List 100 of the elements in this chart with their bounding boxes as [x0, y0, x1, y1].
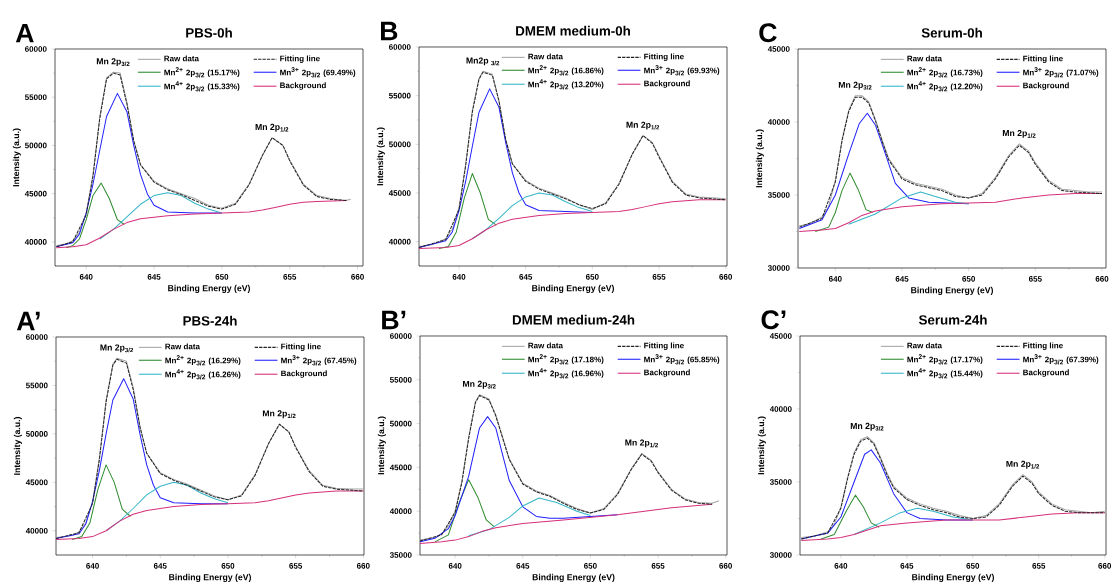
y-tick-label: 55000 — [388, 92, 411, 99]
y-tick-label: 30000 — [769, 552, 792, 558]
y-axis-title: Intensity (a.u.) — [757, 416, 766, 475]
annotation: Mn 2p$_{3/2}$ — [838, 81, 872, 90]
y-tick-label: 55000 — [25, 382, 48, 389]
legend-label: Background — [644, 369, 690, 377]
x-axis-title: Binding Energy (eV) — [911, 286, 993, 295]
legend-label: Background — [1023, 82, 1069, 90]
chart-title: Serum-0h — [921, 27, 982, 38]
y-tick-label: 40000 — [25, 527, 48, 534]
y-tick-label: 40000 — [769, 406, 792, 412]
y-tick-label: 50000 — [25, 431, 48, 437]
y-tick-label: 40000 — [388, 238, 411, 245]
y-tick-label: 45000 — [25, 479, 48, 486]
x-tick-label: 660 — [1098, 563, 1112, 569]
x-tick-label: 640 — [834, 563, 848, 569]
y-tick-label: 35000 — [389, 552, 412, 558]
legend-label: Fitting line — [1023, 55, 1063, 63]
legend-label: Fitting line — [281, 343, 321, 351]
x-tick-label: 660 — [351, 274, 364, 280]
x-tick-label: 645 — [153, 563, 167, 569]
annotation: Mn 2p$_{1/2}$ — [626, 121, 660, 130]
y-axis-title: Intensity (a.u.) — [376, 127, 385, 186]
legend-label: Background — [281, 370, 327, 378]
y-tick-label: 45000 — [389, 464, 412, 471]
legend-label: Raw data — [907, 55, 942, 62]
line-series — [798, 193, 1103, 232]
x-tick-label: 640 — [452, 274, 466, 280]
x-axis-title: Binding Energy (eV) — [532, 573, 615, 582]
y-tick-label: 30000 — [767, 265, 790, 271]
annotation: Mn 2p$_{3/2}$ — [96, 58, 130, 67]
line-series — [814, 172, 874, 232]
y-tick-label: 35000 — [769, 479, 792, 485]
annotation: Mn 2p$_{3/2}$ — [850, 422, 884, 431]
line-series — [434, 479, 495, 543]
y-tick-label: 40000 — [24, 239, 47, 245]
x-tick-label: 650 — [221, 563, 235, 569]
y-tick-label: 55000 — [389, 376, 412, 383]
x-tick-label: 650 — [962, 276, 976, 282]
y-tick-label: 60000 — [25, 46, 47, 52]
legend-label: Raw data — [528, 53, 563, 60]
x-tick-label: 650 — [585, 274, 599, 280]
y-tick-label: 50000 — [389, 420, 412, 427]
x-tick-label: 655 — [651, 563, 665, 569]
y-tick-label: 45000 — [767, 46, 790, 52]
legend-label: Mn$^{3+}$ 2p$_{3/2}$ (69.93%) — [644, 65, 720, 76]
y-tick-label: 40000 — [389, 508, 412, 515]
legend-label: Raw data — [165, 343, 200, 350]
x-tick-label: 645 — [900, 563, 914, 569]
y-axis-title: Intensity (a.u.) — [755, 129, 764, 188]
x-axis-title: Binding Energy (eV) — [532, 284, 614, 293]
legend-label: Mn$^{3+}$ 2p$_{3/2}$ (67.45%) — [281, 355, 357, 366]
y-tick-label: 60000 — [26, 334, 48, 340]
text: C — [759, 23, 777, 43]
chart-title: DMEM medium-0h — [516, 25, 630, 36]
legend-label: Mn$^{3+}$ 2p$_{3/2}$ (71.07%) — [1023, 67, 1099, 78]
text: A — [15, 23, 34, 43]
legend-label: Background — [280, 82, 326, 90]
x-axis-title: Binding Energy (eV) — [169, 573, 251, 582]
y-axis-title: Intensity (a.u.) — [13, 417, 22, 475]
annotation: Mn 2p$_{3/2}$ — [100, 344, 134, 353]
x-axis-title: Binding Energy (eV) — [168, 284, 250, 293]
annotation: Mn 2p$_{1/2}$ — [625, 439, 658, 448]
text: A’ — [16, 311, 40, 331]
annotation: Mn 2p$_{1/2}$ — [1006, 460, 1040, 469]
x-axis-title: Binding Energy (eV) — [912, 573, 994, 582]
legend-label: Mn$^{4+}$ 2p$_{3/2}$ (15.33%) — [164, 81, 240, 92]
legend-label: Fitting line — [644, 53, 684, 61]
legend-label: Mn$^{4+}$ 2p$_{3/2}$ (16.26%) — [165, 369, 241, 380]
legend-label: Mn$^{4+}$ 2p$_{3/2}$ (13.20%) — [528, 79, 604, 90]
annotation: Mn 2p$_{1/2}$ — [262, 410, 296, 419]
y-tick-label: 50000 — [388, 141, 411, 148]
legend-label: Mn$^{2+}$ 2p$_{3/2}$ (16.86%) — [528, 65, 604, 76]
x-tick-label: 645 — [516, 563, 530, 569]
annotation: Mn 2p$_{1/2}$ — [1002, 130, 1036, 138]
y-tick-label: 60000 — [389, 44, 411, 50]
x-tick-label: 660 — [719, 563, 732, 569]
y-axis-title: Intensity (a.u.) — [12, 128, 21, 187]
x-tick-label: 660 — [356, 563, 370, 569]
x-tick-label: 650 — [584, 563, 597, 569]
legend-label: Raw data — [164, 55, 199, 62]
x-tick-label: 640 — [86, 563, 99, 569]
legend-label: Mn$^{2+}$ 2p$_{3/2}$ (17.17%) — [907, 354, 983, 365]
legend-label: Mn$^{2+}$ 2p$_{3/2}$ (17.18%) — [528, 354, 604, 365]
x-tick-label: 645 — [519, 274, 533, 280]
line-series — [468, 497, 591, 537]
legend-label: Mn$^{3+}$ 2p$_{3/2}$ (69.49%) — [280, 67, 356, 78]
line-series — [71, 464, 131, 540]
y-tick-label: 60000 — [390, 333, 412, 339]
x-tick-label: 645 — [895, 276, 909, 282]
y-tick-label: 35000 — [767, 192, 790, 198]
text: B’ — [382, 310, 406, 330]
y-tick-label: 50000 — [24, 142, 47, 149]
x-tick-label: 660 — [1095, 276, 1109, 282]
x-tick-label: 660 — [719, 274, 733, 280]
legend-label: Mn$^{3+}$ 2p$_{3/2}$ (67.39%) — [1023, 354, 1099, 365]
legend-label: Mn$^{4+}$ 2p$_{3/2}$ (12.20%) — [907, 81, 983, 92]
x-tick-label: 640 — [828, 276, 842, 282]
legend-label: Background — [644, 80, 690, 88]
y-tick-label: 45000 — [24, 190, 47, 197]
